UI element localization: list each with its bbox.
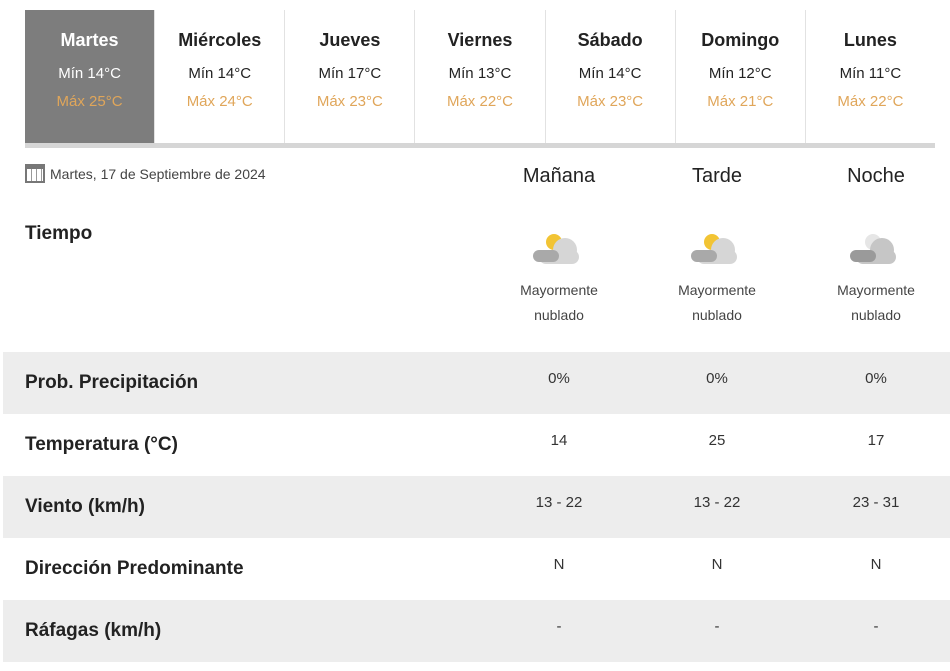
max-temp: Máx 23°C bbox=[577, 93, 644, 110]
tab-miercoles[interactable]: Miércoles Mín 14°C Máx 24°C bbox=[155, 10, 286, 143]
value-manana: 13 - 22 bbox=[535, 494, 583, 511]
weather-noche: Mayormente nublado bbox=[796, 228, 950, 328]
value-manana: - bbox=[556, 618, 562, 635]
value-noche: 0% bbox=[865, 370, 887, 387]
weather-tarde: Mayormente nublado bbox=[637, 228, 797, 328]
selected-date: Martes, 17 de Septiembre de 2024 bbox=[25, 164, 266, 183]
min-temp: Mín 13°C bbox=[448, 65, 512, 82]
tiempo-label: Tiempo bbox=[25, 223, 93, 244]
cloudy-night-icon bbox=[850, 234, 896, 264]
day-name: Domingo bbox=[701, 30, 780, 50]
min-temp: Mín 14°C bbox=[58, 65, 121, 82]
weather-desc-line2: nublado bbox=[851, 307, 901, 323]
row-wind: Viento (km/h) 13 - 22 13 - 22 23 - 31 bbox=[3, 476, 950, 538]
date-text: Martes, 17 de Septiembre de 2024 bbox=[50, 165, 266, 182]
day-name: Miércoles bbox=[178, 30, 262, 50]
value-manana: N bbox=[553, 556, 565, 573]
value-tarde: 0% bbox=[706, 370, 728, 387]
value-noche: 17 bbox=[867, 432, 885, 449]
row-temperature: Temperatura (°C) 14 25 17 bbox=[3, 414, 950, 476]
min-temp: Mín 11°C bbox=[839, 65, 902, 82]
max-temp: Máx 22°C bbox=[446, 93, 513, 110]
column-header-noche: Noche bbox=[847, 165, 905, 187]
partly-cloudy-day-icon bbox=[691, 234, 737, 264]
row-label: Ráfagas (km/h) bbox=[25, 620, 162, 641]
max-temp: Máx 21°C bbox=[707, 93, 774, 110]
value-noche: 23 - 31 bbox=[852, 494, 900, 511]
max-temp: Máx 25°C bbox=[56, 93, 123, 110]
tab-viernes[interactable]: Viernes Mín 13°C Máx 22°C bbox=[415, 10, 546, 143]
weather-desc-line1: Mayormente bbox=[678, 282, 756, 298]
day-tabs: Martes Mín 14°C Máx 25°C Miércoles Mín 14°C… bbox=[25, 10, 935, 148]
value-tarde: - bbox=[714, 618, 720, 635]
column-header-manana: Mañana bbox=[522, 165, 596, 187]
weather-desc-line1: Mayormente bbox=[837, 282, 915, 298]
max-temp: Máx 23°C bbox=[316, 93, 383, 110]
tab-lunes[interactable]: Lunes Mín 11°C Máx 22°C bbox=[806, 10, 935, 143]
calendar-icon bbox=[25, 164, 45, 183]
day-name: Jueves bbox=[319, 30, 381, 50]
weather-manana: Mayormente nublado bbox=[479, 228, 639, 328]
max-temp: Máx 22°C bbox=[837, 93, 904, 110]
value-noche: N bbox=[870, 556, 882, 573]
row-label: Prob. Precipitación bbox=[25, 372, 199, 393]
weather-desc-line1: Mayormente bbox=[520, 282, 598, 298]
value-tarde: N bbox=[711, 556, 723, 573]
min-temp: Mín 14°C bbox=[188, 65, 252, 82]
row-wind-direction: Dirección Predominante N N N bbox=[3, 538, 950, 600]
row-label: Dirección Predominante bbox=[25, 558, 244, 579]
value-noche: - bbox=[873, 618, 879, 635]
max-temp: Máx 24°C bbox=[186, 93, 253, 110]
day-name: Sábado bbox=[577, 30, 643, 50]
min-temp: Mín 14°C bbox=[578, 65, 642, 82]
value-tarde: 13 - 22 bbox=[693, 494, 741, 511]
day-name: Martes bbox=[60, 30, 119, 50]
row-gusts: Ráfagas (km/h) - - - bbox=[3, 600, 950, 662]
min-temp: Mín 12°C bbox=[708, 65, 772, 82]
value-manana: 0% bbox=[548, 370, 570, 387]
column-header-tarde: Tarde bbox=[691, 165, 743, 187]
weather-desc-line2: nublado bbox=[692, 307, 742, 323]
weather-desc-line2: nublado bbox=[534, 307, 584, 323]
partly-cloudy-day-icon bbox=[533, 234, 579, 264]
tab-sabado[interactable]: Sábado Mín 14°C Máx 23°C bbox=[546, 10, 676, 143]
value-tarde: 25 bbox=[708, 432, 726, 449]
tab-domingo[interactable]: Domingo Mín 12°C Máx 21°C bbox=[676, 10, 806, 143]
value-manana: 14 bbox=[550, 432, 568, 449]
row-label: Viento (km/h) bbox=[25, 496, 145, 517]
tab-jueves[interactable]: Jueves Mín 17°C Máx 23°C bbox=[285, 10, 416, 143]
tab-martes[interactable]: Martes Mín 14°C Máx 25°C bbox=[25, 10, 156, 143]
day-name: Viernes bbox=[447, 30, 513, 50]
min-temp: Mín 17°C bbox=[318, 65, 382, 82]
row-label: Temperatura (°C) bbox=[25, 434, 178, 455]
day-name: Lunes bbox=[843, 30, 897, 50]
row-precipitation: Prob. Precipitación 0% 0% 0% bbox=[3, 352, 950, 414]
